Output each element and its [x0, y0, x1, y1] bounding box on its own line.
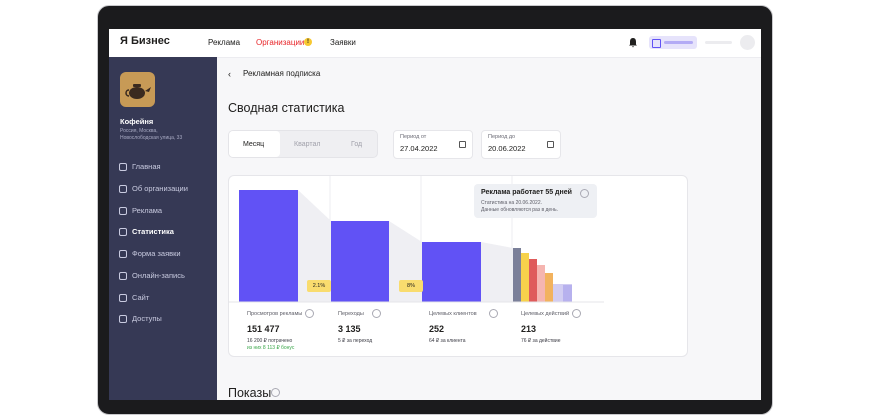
menu-item[interactable]: Главная [132, 162, 161, 171]
funnel-graphic [228, 176, 604, 303]
sidebar [109, 57, 217, 400]
action-bar [529, 259, 537, 302]
date-label: Период до [488, 134, 516, 140]
menu-item[interactable]: Онлайн-запись [132, 271, 185, 280]
help-icon[interactable] [271, 388, 280, 397]
funnel-connector [298, 190, 331, 302]
action-bar [545, 273, 553, 302]
nav-link[interactable]: Заявки [330, 38, 356, 47]
menu-icon [119, 163, 127, 171]
conversion-tag: 2.1% [307, 280, 331, 292]
period-active [229, 131, 280, 157]
metric-value: 213 [521, 324, 537, 334]
help-icon[interactable] [572, 309, 581, 318]
metric-label: Целевых клиентов [429, 311, 477, 317]
metric-value: 151 477 [247, 324, 280, 334]
calendar-icon [459, 141, 466, 148]
help-icon[interactable] [372, 309, 381, 318]
org-address: Новослободская улица, 33 [120, 135, 183, 141]
menu-item[interactable]: Об организации [132, 184, 188, 193]
menu-icon [119, 250, 127, 258]
funnel-bar [422, 242, 481, 302]
help-icon[interactable] [305, 309, 314, 318]
action-bar [537, 265, 545, 302]
period-option[interactable]: Месяц [243, 141, 265, 148]
tooltip [474, 184, 597, 218]
org-image [120, 72, 155, 107]
org-name: Кофейня [120, 117, 154, 126]
breadcrumb[interactable]: Рекламная подписка [243, 69, 321, 78]
date-value: 27.04.2022 [400, 144, 438, 153]
org-address: Россия, Москва, [120, 128, 158, 134]
nav-badge: ! [304, 38, 312, 46]
action-bar [521, 253, 529, 302]
section-title: Показы [228, 386, 272, 400]
metric-sub: 76 ₽ за действие [521, 338, 561, 344]
menu-icon [119, 185, 127, 193]
menu-item[interactable]: Доступы [132, 314, 162, 323]
menu-item[interactable]: Статистика [132, 227, 174, 236]
action-bar [513, 248, 521, 302]
funnel-connector [481, 242, 513, 302]
teapot [125, 84, 151, 99]
funnel-bar [331, 221, 389, 302]
logo[interactable]: Я Бизнес [120, 35, 170, 47]
metric-sub: 5 ₽ за переход [338, 338, 373, 344]
conversion-tag: 8% [399, 280, 423, 292]
menu-icon [119, 272, 127, 280]
bell-icon[interactable] [628, 37, 638, 48]
period-option[interactable]: Год [351, 141, 363, 148]
account-icon [652, 39, 661, 48]
metric-sub: из них 8 113 ₽ бонус [247, 345, 295, 351]
tooltip-text: Статистика на 20.06.2022. [481, 200, 542, 206]
tooltip-text: Данные обновляются раз в день. [481, 207, 558, 213]
help-icon[interactable] [580, 189, 589, 198]
period-option[interactable]: Квартал [294, 141, 321, 148]
back-arrow[interactable]: ‹ [228, 69, 231, 79]
metric-value: 252 [429, 324, 445, 334]
funnel-bar [239, 190, 298, 302]
menu-item[interactable]: Реклама [132, 206, 163, 215]
action-bar [563, 285, 572, 302]
menu-item[interactable]: Форма заявки [132, 249, 181, 258]
menu-icon [119, 294, 127, 302]
nav-link[interactable]: Организации [256, 38, 305, 47]
metric-label: Просмотров рекламы [247, 311, 303, 317]
metric-value: 3 135 [338, 324, 361, 334]
menu-icon [119, 207, 127, 215]
tooltip-title: Реклама работает 55 дней [481, 189, 572, 196]
page: {"nav":{"logo":"Я Бизнес","items":["Рекл… [97, 5, 773, 415]
metric-sub: 16 200 ₽ потрачено [247, 338, 293, 344]
account-name-placeholder [664, 41, 693, 44]
date-label: Период от [400, 134, 427, 140]
help-icon[interactable] [489, 309, 498, 318]
date-value: 20.06.2022 [488, 144, 526, 153]
metric-sub: 64 ₽ за клиента [429, 338, 466, 344]
placeholder [705, 41, 732, 44]
metric-label: Целевых действий [521, 311, 570, 317]
menu-item[interactable]: Сайт [132, 293, 150, 302]
menu-icon [119, 228, 127, 236]
calendar-icon [547, 141, 554, 148]
page-title: Сводная статистика [228, 101, 345, 115]
nav-link[interactable]: Реклама [208, 38, 241, 47]
metric-label: Переходы [338, 311, 364, 317]
menu-icon [119, 315, 127, 323]
avatar[interactable] [740, 35, 755, 50]
